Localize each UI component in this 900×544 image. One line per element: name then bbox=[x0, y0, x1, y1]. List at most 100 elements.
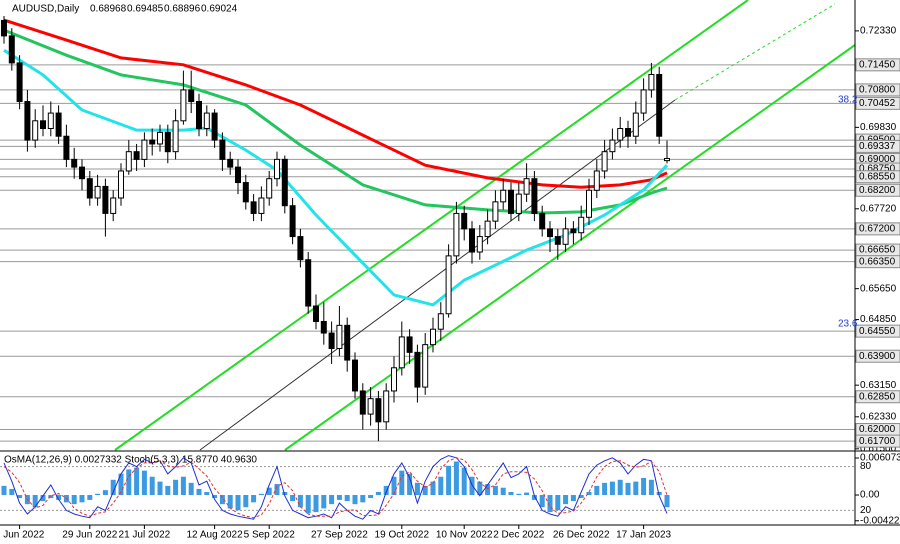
candle-body bbox=[313, 305, 319, 322]
osma-bar bbox=[407, 473, 413, 496]
candle-body bbox=[469, 228, 475, 253]
osma-bar bbox=[235, 495, 241, 511]
candle-body bbox=[445, 255, 452, 315]
candle-body bbox=[297, 236, 304, 261]
osma-bar bbox=[329, 495, 335, 505]
x-tick-label: 5 Sep 2022 bbox=[244, 530, 296, 541]
candle-body bbox=[94, 185, 101, 199]
channel-lower bbox=[284, 44, 856, 451]
osma-bar bbox=[40, 495, 46, 502]
candle-body bbox=[593, 170, 600, 191]
osma-tick-label: -0.0042266 bbox=[860, 515, 900, 526]
osma-bar bbox=[180, 476, 186, 496]
x-tick-label: 19 Oct 2022 bbox=[375, 530, 430, 541]
level-label-box bbox=[855, 183, 900, 197]
candle-body bbox=[492, 201, 499, 222]
ohlc-low: 0.68896 bbox=[164, 4, 201, 15]
osma-bar bbox=[344, 495, 350, 502]
osma-bar bbox=[391, 476, 397, 496]
level-label: 0.70452 bbox=[859, 98, 896, 109]
osma-bar bbox=[79, 495, 85, 503]
y-tick-label: 0.72330 bbox=[860, 26, 897, 37]
osma-bar bbox=[212, 495, 218, 499]
osma-bar bbox=[352, 495, 358, 505]
osma-bar bbox=[578, 495, 584, 499]
level-label-box bbox=[855, 96, 900, 110]
stoch-tick-label: 80 bbox=[860, 461, 872, 472]
osma-bar bbox=[71, 495, 77, 505]
candles-layer bbox=[1, 8, 670, 442]
candle-body bbox=[16, 62, 23, 103]
candle-body bbox=[500, 189, 507, 203]
osma-bar bbox=[399, 470, 405, 496]
osma-bar bbox=[633, 481, 639, 496]
osma-bar bbox=[422, 485, 428, 496]
candle-body bbox=[86, 178, 93, 199]
candle-body bbox=[118, 170, 124, 199]
candle-body bbox=[539, 212, 546, 230]
osma-bar bbox=[570, 495, 576, 502]
channel-mid-projection bbox=[674, 3, 836, 101]
candle-body bbox=[383, 390, 390, 423]
level-label: 0.62850 bbox=[859, 391, 896, 402]
candle-body bbox=[461, 212, 468, 230]
level-label: 0.68550 bbox=[859, 171, 896, 182]
candle-body bbox=[125, 151, 132, 172]
level-label: 0.66650 bbox=[859, 245, 896, 256]
candle-body bbox=[570, 228, 577, 234]
candle-body bbox=[398, 336, 405, 369]
candle-body bbox=[406, 336, 413, 353]
ohlc-close: 0.69024 bbox=[201, 4, 238, 15]
fib-label: 38.2 bbox=[838, 95, 858, 106]
osma-bar bbox=[149, 476, 155, 496]
candle-body bbox=[149, 139, 156, 145]
candle-body bbox=[391, 367, 397, 392]
osma-bar bbox=[617, 479, 623, 496]
osma-bar bbox=[469, 476, 475, 496]
osma-bar bbox=[547, 495, 553, 513]
osma-bar bbox=[87, 495, 93, 500]
candle-body bbox=[203, 112, 210, 130]
osma-bar bbox=[625, 482, 631, 496]
osma-bar bbox=[602, 482, 608, 496]
candle-body bbox=[24, 101, 31, 141]
candle-body bbox=[632, 112, 639, 137]
ohlc-open: 0.68968 bbox=[90, 4, 127, 15]
candle-body bbox=[586, 189, 592, 218]
osma-bar bbox=[188, 482, 194, 496]
candle-body bbox=[219, 139, 226, 160]
stoch-signal-line bbox=[3, 457, 668, 519]
candle-body bbox=[133, 151, 140, 160]
level-label-box bbox=[855, 83, 900, 97]
candle-body bbox=[336, 324, 343, 349]
osma-bar bbox=[102, 490, 108, 496]
candle-body bbox=[1, 19, 7, 37]
level-label-box bbox=[855, 139, 900, 153]
level-label-box bbox=[855, 324, 900, 338]
fib-label: 23.6 bbox=[838, 319, 858, 330]
osma-bar bbox=[414, 482, 420, 496]
osma-tick-label: 0.0060738 bbox=[860, 453, 900, 464]
osma-bar bbox=[531, 495, 537, 500]
level-label-box bbox=[855, 434, 900, 448]
osma-bar bbox=[305, 495, 311, 514]
ohlc-high: 0.69485 bbox=[127, 4, 164, 15]
osma-bar bbox=[290, 495, 296, 502]
symbol-title: AUDUSD,Daily bbox=[12, 4, 79, 15]
y-tick-label: 0.67720 bbox=[860, 203, 897, 214]
stoch-main-line bbox=[3, 455, 668, 520]
level-label: 0.68200 bbox=[859, 185, 896, 196]
level-label-box bbox=[855, 58, 900, 72]
header-bg bbox=[0, 0, 240, 16]
candle-body bbox=[227, 158, 234, 168]
y-tick-label: 0.61500 bbox=[860, 443, 897, 454]
candle-body bbox=[625, 128, 631, 137]
osma-bar bbox=[336, 495, 342, 500]
osma-bar bbox=[266, 487, 272, 496]
candle-body bbox=[375, 398, 382, 423]
candle-body bbox=[656, 73, 663, 137]
candle-body bbox=[562, 228, 569, 245]
candle-body bbox=[281, 158, 288, 207]
osma-bar bbox=[219, 495, 225, 505]
candle-body bbox=[453, 212, 460, 257]
